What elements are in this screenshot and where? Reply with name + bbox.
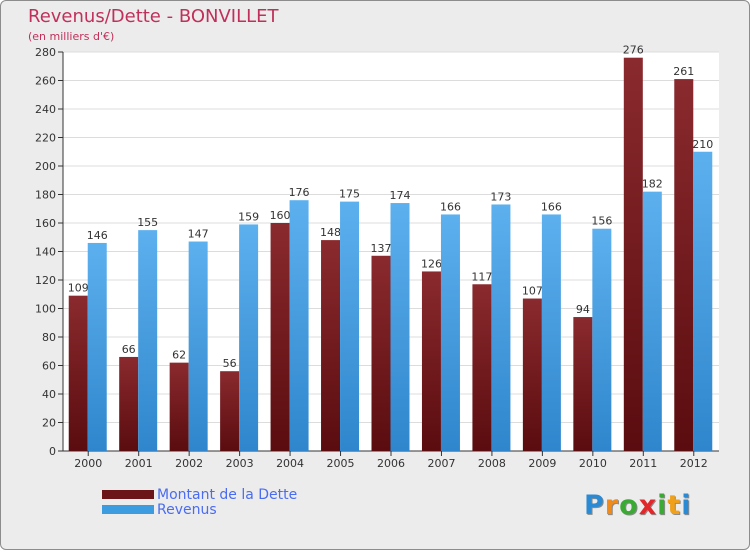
logo-letter: x — [638, 490, 658, 521]
data-label: 109 — [68, 282, 89, 295]
y-tick-label: 0 — [49, 445, 56, 458]
chart-title: Revenus/Dette - BONVILLET — [28, 6, 279, 27]
bar-debt — [623, 57, 643, 451]
y-tick-label: 120 — [35, 274, 56, 287]
logo-letter: t — [667, 490, 682, 521]
x-tick-label: 2000 — [74, 457, 102, 470]
bar-revenue — [693, 151, 713, 451]
bar-debt — [371, 255, 391, 451]
logo-letter: r — [604, 490, 620, 521]
data-label: 175 — [339, 188, 360, 201]
bar-debt — [119, 356, 139, 451]
data-label: 147 — [188, 228, 209, 241]
y-tick-label: 200 — [35, 160, 56, 173]
data-label: 261 — [673, 65, 694, 78]
data-label: 166 — [541, 200, 562, 213]
y-tick-label: 160 — [35, 217, 56, 230]
logo-letter: i — [681, 490, 692, 521]
bar-revenue — [541, 214, 561, 451]
data-label: 137 — [371, 242, 392, 255]
data-label: 62 — [172, 349, 186, 362]
data-label: 176 — [289, 186, 310, 199]
bar-revenue — [289, 200, 309, 451]
data-label: 126 — [421, 257, 442, 270]
legend-label-revenue: Revenus — [157, 502, 217, 518]
data-label: 160 — [270, 209, 291, 222]
y-tick-label: 80 — [42, 331, 56, 344]
y-tick-label: 220 — [35, 132, 56, 145]
y-tick-label: 140 — [35, 246, 56, 259]
y-tick-label: 60 — [42, 360, 56, 373]
data-label: 159 — [238, 210, 259, 223]
x-tick-label: 2012 — [680, 457, 708, 470]
bar-revenue — [138, 230, 158, 451]
x-tick-label: 2003 — [226, 457, 254, 470]
y-tick-label: 40 — [42, 388, 56, 401]
x-tick-label: 2001 — [125, 457, 153, 470]
bar-revenue — [440, 214, 460, 451]
data-label: 66 — [122, 343, 136, 356]
bar-debt — [573, 317, 593, 451]
y-tick-label: 240 — [35, 103, 56, 116]
bar-debt — [169, 362, 189, 451]
x-tick-label: 2005 — [327, 457, 355, 470]
data-label: 276 — [623, 44, 644, 57]
data-label: 174 — [390, 189, 411, 202]
logo-letter: i — [657, 490, 668, 521]
bar-debt — [674, 79, 694, 451]
data-label: 146 — [87, 229, 108, 242]
x-tick-label: 2007 — [427, 457, 455, 470]
bar-debt — [220, 371, 240, 451]
x-tick-label: 2006 — [377, 457, 405, 470]
x-tick-label: 2010 — [579, 457, 607, 470]
data-label: 156 — [591, 215, 612, 228]
data-label: 155 — [137, 216, 158, 229]
x-tick-label: 2011 — [629, 457, 657, 470]
y-tick-label: 260 — [35, 75, 56, 88]
bar-debt — [472, 284, 492, 451]
bar-revenue — [188, 241, 208, 451]
bar-debt — [421, 271, 441, 451]
y-tick-label: 180 — [35, 189, 56, 202]
bar-revenue — [390, 203, 410, 451]
bar-debt — [321, 240, 341, 451]
bar-revenue — [592, 228, 612, 451]
y-tick-label: 280 — [35, 46, 56, 59]
y-tick-label: 100 — [35, 303, 56, 316]
x-tick-label: 2009 — [528, 457, 556, 470]
y-tick-label: 20 — [42, 417, 56, 430]
bar-revenue — [340, 201, 360, 451]
bar-debt — [522, 298, 542, 451]
bar-debt — [270, 223, 290, 451]
chart-subtitle: (en milliers d'€) — [28, 30, 115, 43]
x-tick-label: 2002 — [175, 457, 203, 470]
bar-revenue — [239, 224, 259, 451]
data-label: 107 — [522, 285, 543, 298]
data-label: 182 — [642, 178, 663, 191]
legend-label-debt: Montant de la Dette — [157, 487, 298, 503]
data-label: 94 — [576, 303, 590, 316]
data-label: 173 — [490, 190, 511, 203]
data-label: 210 — [692, 138, 713, 151]
data-label: 117 — [471, 270, 492, 283]
bar-revenue — [87, 242, 107, 451]
logo-letter: P — [584, 490, 605, 521]
data-label: 148 — [320, 226, 341, 239]
data-label: 166 — [440, 200, 461, 213]
bar-revenue — [491, 204, 511, 451]
data-label: 56 — [223, 357, 237, 370]
bar-revenue — [642, 191, 662, 451]
logo-letter: o — [619, 490, 639, 521]
x-tick-label: 2008 — [478, 457, 506, 470]
bar-debt — [68, 295, 88, 451]
legend-swatch-debt — [102, 490, 154, 499]
x-tick-label: 2004 — [276, 457, 304, 470]
legend-swatch-revenue — [102, 505, 154, 514]
